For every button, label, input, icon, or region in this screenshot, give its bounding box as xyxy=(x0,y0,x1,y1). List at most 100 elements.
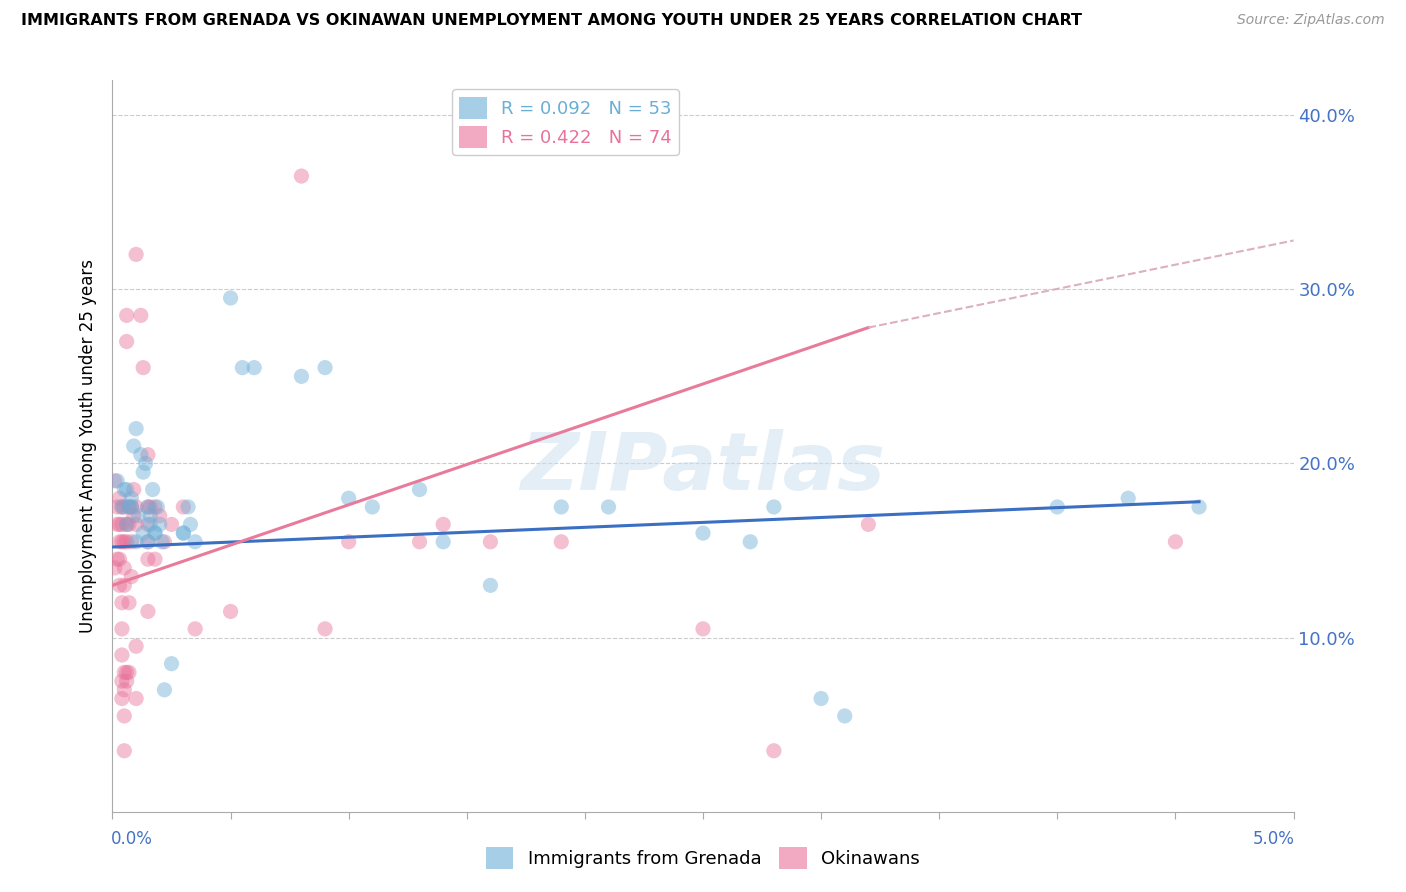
Point xyxy=(125,534,148,549)
Point xyxy=(139,500,162,514)
Point xyxy=(172,500,194,514)
Point xyxy=(136,517,159,532)
Point xyxy=(115,483,138,497)
Point xyxy=(432,534,454,549)
Point xyxy=(104,474,127,488)
Point xyxy=(112,682,135,697)
Point xyxy=(111,622,134,636)
Y-axis label: Unemployment Among Youth under 25 years: Unemployment Among Youth under 25 years xyxy=(79,259,97,633)
Point xyxy=(115,534,138,549)
Point xyxy=(179,517,201,532)
Legend: Immigrants from Grenada, Okinawans: Immigrants from Grenada, Okinawans xyxy=(479,839,927,876)
Point xyxy=(112,561,135,575)
Point xyxy=(243,360,266,375)
Point xyxy=(111,691,134,706)
Point xyxy=(172,526,194,541)
Point xyxy=(104,561,127,575)
Point xyxy=(550,500,572,514)
Point xyxy=(120,500,142,514)
Point xyxy=(129,309,152,323)
Point xyxy=(139,508,162,523)
Point xyxy=(408,483,430,497)
Point xyxy=(598,500,620,514)
Point xyxy=(314,360,336,375)
Point xyxy=(150,534,173,549)
Point xyxy=(143,500,166,514)
Point xyxy=(219,604,242,618)
Point xyxy=(135,457,157,471)
Point xyxy=(149,517,172,532)
Point xyxy=(132,465,155,479)
Text: 0.0%: 0.0% xyxy=(111,830,153,848)
Point xyxy=(1188,500,1211,514)
Point xyxy=(136,448,159,462)
Point xyxy=(108,578,131,592)
Point xyxy=(153,682,176,697)
Point xyxy=(112,500,135,514)
Point xyxy=(112,483,135,497)
Point xyxy=(125,500,148,514)
Text: IMMIGRANTS FROM GRENADA VS OKINAWAN UNEMPLOYMENT AMONG YOUTH UNDER 25 YEARS CORR: IMMIGRANTS FROM GRENADA VS OKINAWAN UNEM… xyxy=(21,13,1083,29)
Point xyxy=(184,534,207,549)
Text: ZIPatlas: ZIPatlas xyxy=(520,429,886,507)
Point xyxy=(125,421,148,435)
Point xyxy=(125,247,148,261)
Point xyxy=(120,534,142,549)
Point xyxy=(290,169,312,183)
Point xyxy=(105,474,128,488)
Point xyxy=(112,578,135,592)
Point xyxy=(108,491,131,506)
Point xyxy=(111,534,134,549)
Point xyxy=(160,517,183,532)
Point xyxy=(105,500,128,514)
Point xyxy=(231,360,253,375)
Point xyxy=(105,552,128,566)
Point xyxy=(111,500,134,514)
Point xyxy=(111,674,134,689)
Point xyxy=(692,622,714,636)
Point xyxy=(219,291,242,305)
Point xyxy=(143,526,166,541)
Point xyxy=(692,526,714,541)
Point xyxy=(111,596,134,610)
Point xyxy=(146,500,169,514)
Point xyxy=(120,569,142,583)
Point xyxy=(122,483,145,497)
Point xyxy=(115,674,138,689)
Point xyxy=(112,744,135,758)
Point xyxy=(129,448,152,462)
Point xyxy=(125,691,148,706)
Point xyxy=(762,500,785,514)
Point xyxy=(139,517,162,532)
Point xyxy=(115,517,138,532)
Point xyxy=(314,622,336,636)
Point xyxy=(432,517,454,532)
Point xyxy=(172,526,194,541)
Point xyxy=(136,604,159,618)
Point xyxy=(143,552,166,566)
Point xyxy=(122,508,145,523)
Point xyxy=(858,517,880,532)
Point xyxy=(160,657,183,671)
Point xyxy=(810,691,832,706)
Point xyxy=(142,483,165,497)
Point xyxy=(550,534,572,549)
Point xyxy=(111,500,134,514)
Point xyxy=(136,500,159,514)
Point xyxy=(115,334,138,349)
Point xyxy=(762,744,785,758)
Point xyxy=(111,517,134,532)
Point xyxy=(112,534,135,549)
Point xyxy=(118,517,141,532)
Point xyxy=(118,500,141,514)
Point xyxy=(105,517,128,532)
Point xyxy=(127,508,149,523)
Point xyxy=(132,360,155,375)
Point xyxy=(479,578,502,592)
Point xyxy=(115,665,138,680)
Point xyxy=(108,517,131,532)
Point xyxy=(111,648,134,662)
Point xyxy=(115,517,138,532)
Point xyxy=(108,534,131,549)
Point xyxy=(132,526,155,541)
